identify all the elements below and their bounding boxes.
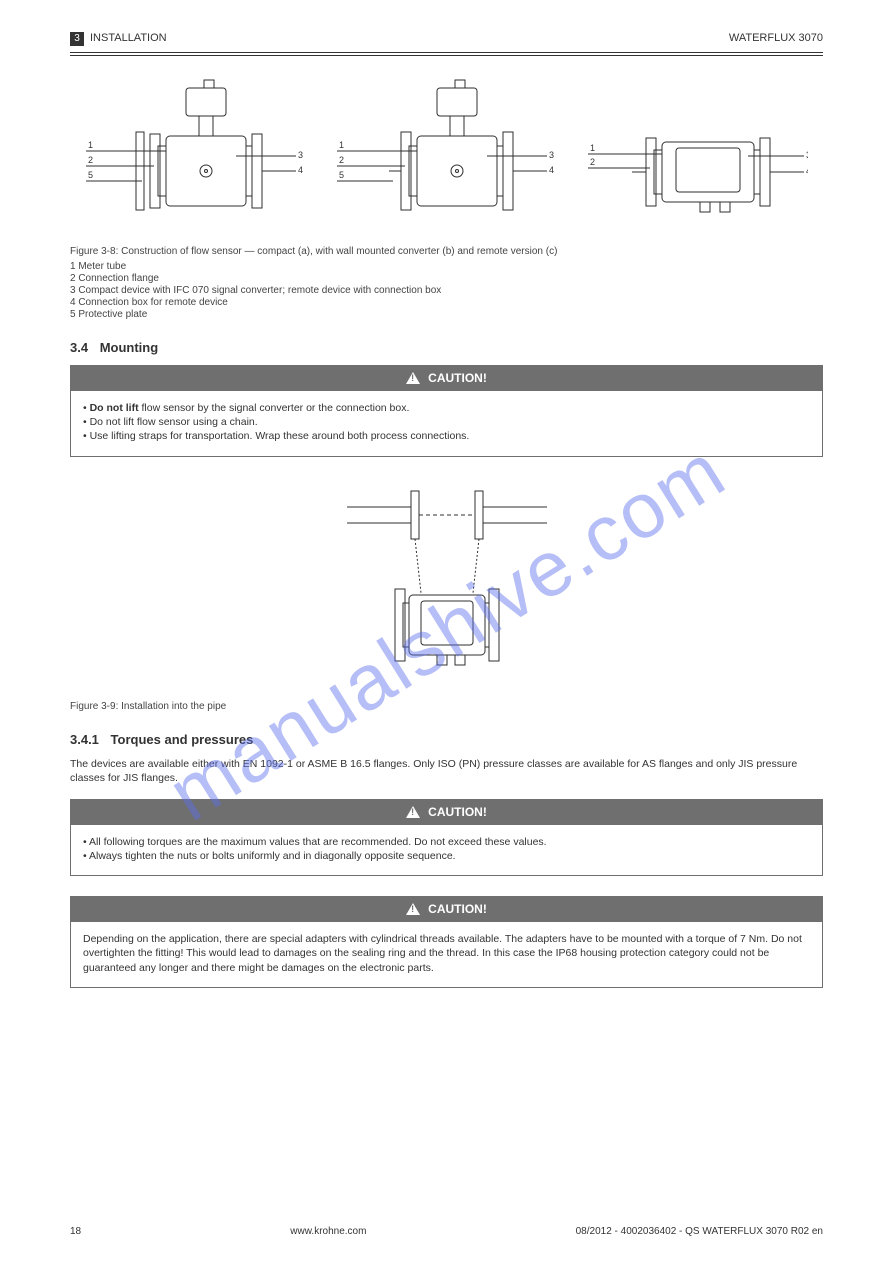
diagram-a: 1 2 5 3 4 <box>86 76 306 236</box>
figure-3-8-caption: Figure 3-8: Construction of flow sensor … <box>70 246 823 257</box>
label-a-1: 1 <box>88 140 93 150</box>
legend-5: 5 Protective plate <box>70 309 823 320</box>
label-c-4: 4 <box>806 166 808 176</box>
section-3-4-heading: 3.4 Mounting <box>70 340 823 355</box>
label-b-1: 1 <box>339 140 344 150</box>
caution-1-label: CAUTION! <box>428 371 487 385</box>
legend-3: 3 Compact device with IFC 070 signal con… <box>70 285 823 296</box>
caution-1-line2: • Do not lift flow sensor using a chain. <box>83 415 810 429</box>
caution-1-header: CAUTION! <box>70 365 823 391</box>
caution-3-line1: Depending on the application, there are … <box>83 932 810 975</box>
caution-2-label: CAUTION! <box>428 805 487 819</box>
label-c-1: 1 <box>590 143 595 153</box>
caution-2-line2: • Always tighten the nuts or bolts unifo… <box>83 849 810 863</box>
footer-url: www.krohne.com <box>290 1226 366 1237</box>
section-indicator: 3INSTALLATION <box>70 32 167 46</box>
caution-3-body: Depending on the application, there are … <box>70 922 823 988</box>
section-3-4-title: Mounting <box>100 340 158 355</box>
section-3-4-1-heading: 3.4.1 Torques and pressures <box>70 732 823 747</box>
warning-icon <box>406 372 420 384</box>
label-a-4: 4 <box>298 165 303 175</box>
page-number: 18 <box>70 1226 81 1237</box>
header-left: INSTALLATION <box>90 32 167 44</box>
warning-icon <box>406 806 420 818</box>
caution-3-header: CAUTION! <box>70 896 823 922</box>
section-3-4-1-body: The devices are available either with EN… <box>70 757 823 785</box>
diagram-b: 1 2 5 3 4 <box>337 76 557 236</box>
label-a-2: 2 <box>88 155 93 165</box>
caution-2-body: • All following torques are the maximum … <box>70 825 823 876</box>
figure-3-9-caption: Figure 3-9: Installation into the pipe <box>70 701 823 712</box>
footer-rev: 08/2012 - 4002036402 - QS WATERFLUX 3070… <box>576 1226 823 1237</box>
caution-1-line3: • Use lifting straps for transportation.… <box>83 429 810 443</box>
label-a-3: 3 <box>298 150 303 160</box>
caution-2-header: CAUTION! <box>70 799 823 825</box>
legend-1: 1 Meter tube <box>70 261 823 272</box>
label-c-2: 2 <box>590 157 595 167</box>
label-b-3: 3 <box>549 150 554 160</box>
header-rule <box>70 52 823 56</box>
header-right: WATERFLUX 3070 <box>729 32 823 46</box>
figure-3-8-legend: 1 Meter tube 2 Connection flange 3 Compa… <box>70 261 823 320</box>
label-b-4: 4 <box>549 165 554 175</box>
legend-2: 2 Connection flange <box>70 273 823 284</box>
diagram-c: 1 2 3 4 <box>588 116 808 236</box>
warning-icon <box>406 903 420 915</box>
caution-2-line1: • All following torques are the maximum … <box>83 835 810 849</box>
label-c-3: 3 <box>806 150 808 160</box>
label-a-5: 5 <box>88 170 93 180</box>
section-3-4-number: 3.4 <box>70 340 88 355</box>
figure-3-9 <box>70 477 823 697</box>
caution-3-label: CAUTION! <box>428 902 487 916</box>
footer: 18 www.krohne.com 08/2012 - 4002036402 -… <box>70 1226 823 1237</box>
section-3-4-1-number: 3.4.1 <box>70 732 99 747</box>
section-3-4-1-title: Torques and pressures <box>111 732 254 747</box>
caution-1-body: • Do not lift flow sensor by the signal … <box>70 391 823 457</box>
figure-3-8-diagrams: 1 2 5 3 4 <box>70 76 823 236</box>
caution-1-line1: • Do not lift flow sensor by the signal … <box>83 401 810 415</box>
label-b-2: 2 <box>339 155 344 165</box>
label-b-5: 5 <box>339 170 344 180</box>
legend-4: 4 Connection box for remote device <box>70 297 823 308</box>
